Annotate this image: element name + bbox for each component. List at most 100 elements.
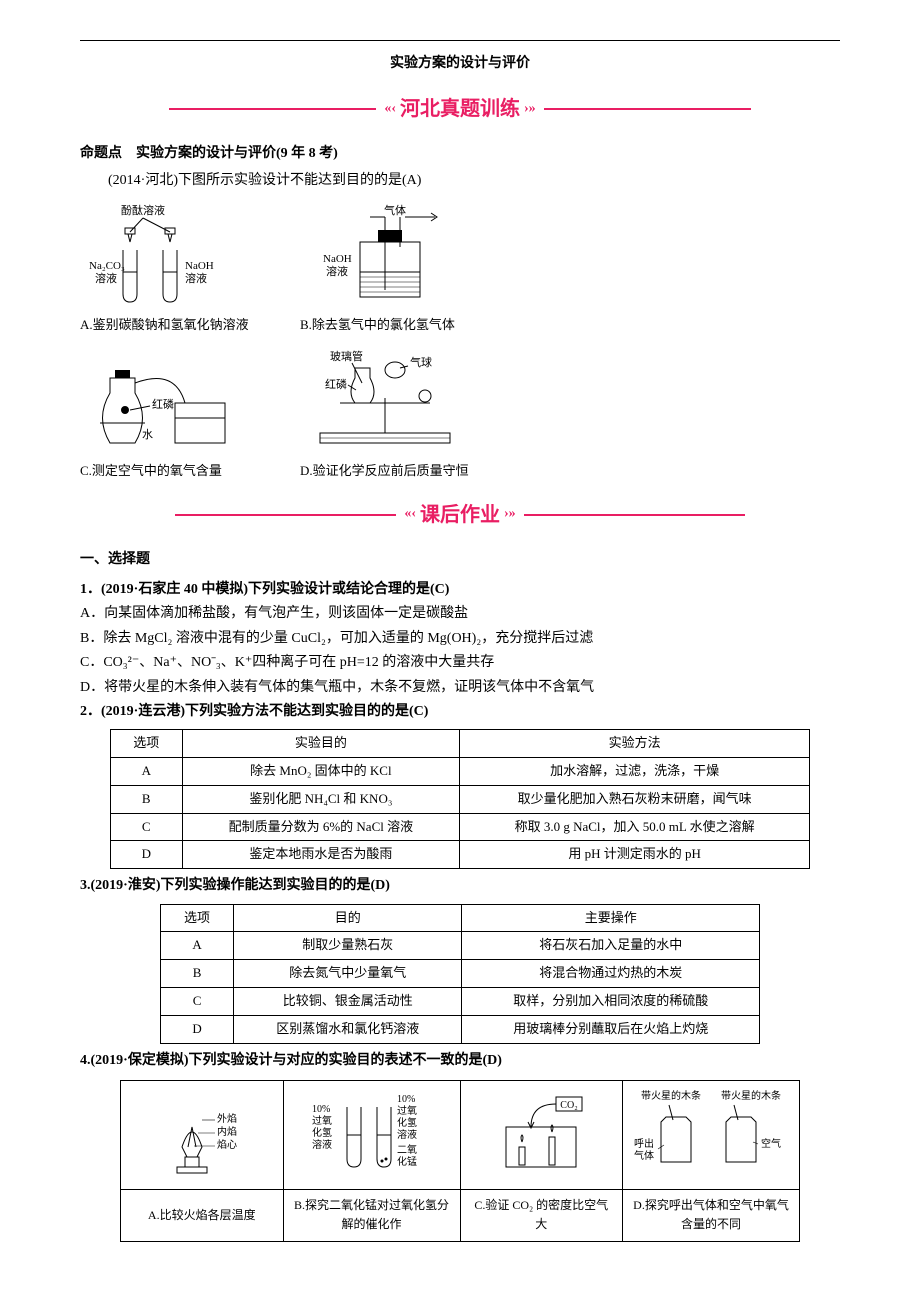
q4A-l3: 焰心 bbox=[217, 1138, 237, 1151]
q2-r0c2: 加水溶解，过滤，洗涤，干燥 bbox=[460, 758, 810, 786]
label-water-c: 水 bbox=[142, 428, 153, 441]
option-D-label: D.验证化学反应前后质量守恒 bbox=[300, 462, 470, 480]
q4-cellA: A.比较火焰各层温度 bbox=[121, 1190, 284, 1241]
q2-stem-text: 2．(2019·连云港)下列实验方法不能达到实验目的的是(C) bbox=[80, 704, 428, 719]
q1-D: D．将带火星的木条伸入装有气体的集气瓶中，木条不复燃，证明该气体中不含氧气 bbox=[80, 677, 840, 699]
q3-r0c1: 制取少量熟石灰 bbox=[234, 932, 462, 960]
q2-r2c0: C bbox=[111, 813, 183, 841]
option-C-letter: C. bbox=[80, 463, 92, 478]
q4B-l4a: 过氧 bbox=[397, 1104, 417, 1117]
q4B-l5b: 化锰 bbox=[397, 1155, 417, 1168]
q3-r0c0: A bbox=[161, 932, 234, 960]
q2-r1c0: B bbox=[111, 785, 183, 813]
q4-imgD: 带火星的木条 带火星的木条 呼出 气体 空气 bbox=[623, 1081, 800, 1190]
q1-A: A．向某固体滴加稀盐酸，有气泡产生，则该固体一定是碳酸盐 bbox=[80, 603, 840, 625]
q4B-l3: 10% bbox=[397, 1094, 415, 1105]
banner-arrow-right-icon: ›» bbox=[524, 98, 536, 120]
banner-line-left bbox=[80, 108, 376, 110]
banner-line-right bbox=[544, 108, 840, 110]
diagram-A-svg: 酚酞溶液 Na₂CO₃ 溶液 NaOH 溶液 bbox=[85, 202, 245, 312]
q2-r3c0: D bbox=[111, 841, 183, 869]
q2-h2: 实验方法 bbox=[460, 730, 810, 758]
diagram-C-svg: 红磷 水 bbox=[80, 348, 250, 458]
table-row: B 鉴别化肥 NH₄Cl 和 KNO₃ 取少量化肥加入熟石灰粉末研磨，闻气味 bbox=[111, 785, 810, 813]
q3-r1c2: 将混合物通过灼热的木炭 bbox=[462, 960, 760, 988]
q4B-l5a: 二氧 bbox=[397, 1143, 417, 1156]
q4B-l4c: 溶液 bbox=[397, 1128, 417, 1141]
q4-svg-B: 10% 过氧 化氢 溶液 10% 过氧 化氢 溶液 二氧 化锰 bbox=[292, 1087, 452, 1177]
diagram-D-svg: 玻璃管 气球 红磷 bbox=[300, 348, 470, 458]
q-hebei-stem: (2014·河北)下图所示实验设计不能达到目的的是(A) bbox=[80, 170, 840, 192]
label-gas: 气体 bbox=[384, 203, 406, 217]
q2-h1: 实验目的 bbox=[182, 730, 460, 758]
q2-table: 选项 实验目的 实验方法 A 除去 MnO₂ 固体中的 KCl 加水溶解，过滤，… bbox=[110, 729, 810, 869]
option-C: 红磷 水 C.测定空气中的氧气含量 bbox=[80, 348, 250, 480]
option-D-text: 验证化学反应前后质量守恒 bbox=[313, 463, 469, 478]
q4A-l1: 外焰 bbox=[217, 1112, 237, 1125]
banner-text-label: 河北真题训练 bbox=[400, 93, 520, 125]
option-B-text: 除去氢气中的氯化氢气体 bbox=[312, 317, 455, 332]
banner2-line-right bbox=[524, 514, 840, 516]
q2-r3c2: 用 pH 计测定雨水的 pH bbox=[460, 841, 810, 869]
q3-stem: 3.(2019·淮安)下列实验操作能达到实验目的的是(D) bbox=[80, 875, 840, 897]
q4-cellC: C.验证 CO₂ 的密度比空气大 bbox=[460, 1190, 623, 1241]
diagram-B: 气体 NaOH 溶液 bbox=[300, 202, 470, 312]
q1-B: B．除去 MgCl₂ 溶液中混有的少量 CuCl₂，可加入适量的 Mg(OH)₂… bbox=[80, 628, 840, 650]
q3-stem-text: 3.(2019·淮安)下列实验操作能达到实验目的的是(D) bbox=[80, 878, 390, 893]
q3-r2c2: 取样，分别加入相同浓度的稀硫酸 bbox=[462, 988, 760, 1016]
section1-heading: 一、选择题 bbox=[80, 549, 840, 571]
table-row: 选项 实验目的 实验方法 bbox=[111, 730, 810, 758]
label-glass-tube: 玻璃管 bbox=[330, 349, 363, 363]
q3-h0: 选项 bbox=[161, 904, 234, 932]
label-solution-r: 溶液 bbox=[185, 271, 207, 285]
q3-h2: 主要操作 bbox=[462, 904, 760, 932]
banner-text-1: «‹ 河北真题训练 ›» bbox=[384, 93, 535, 125]
table-row: 选项 目的 主要操作 bbox=[161, 904, 760, 932]
banner-arrow-left-icon: «‹ bbox=[384, 98, 396, 120]
banner2-text-label: 课后作业 bbox=[420, 499, 500, 531]
q2-h0: 选项 bbox=[111, 730, 183, 758]
label-red-p: 红磷 bbox=[152, 398, 174, 411]
q2-r3c1: 鉴定本地雨水是否为酸雨 bbox=[182, 841, 460, 869]
q4A-l2: 内焰 bbox=[217, 1125, 237, 1138]
q3-r0c2: 将石灰石加入足量的水中 bbox=[462, 932, 760, 960]
diagram-A: 酚酞溶液 Na₂CO₃ 溶液 NaOH 溶液 bbox=[80, 202, 250, 312]
q4D-l4: 空气 bbox=[761, 1137, 781, 1150]
q3-r2c1: 比较铜、银金属活动性 bbox=[234, 988, 462, 1016]
q4-cellD: D.探究呼出气体和空气中氧气含量的不同 bbox=[623, 1190, 800, 1241]
q1-stem-text: 1．(2019·石家庄 40 中模拟)下列实验设计或结论合理的是(C) bbox=[80, 582, 449, 597]
q3-table: 选项 目的 主要操作 A 制取少量熟石灰 将石灰石加入足量的水中 B 除去氮气中… bbox=[160, 904, 760, 1044]
q3-r2c0: C bbox=[161, 988, 234, 1016]
label-naoh: NaOH bbox=[185, 260, 214, 272]
label-solution-b: 溶液 bbox=[326, 264, 348, 278]
q4-stem: 4.(2019·保定模拟)下列实验设计与对应的实验目的表述不一致的是(D) bbox=[80, 1050, 840, 1072]
banner-hebei: «‹ 河北真题训练 ›» bbox=[80, 93, 840, 125]
label-balloon: 气球 bbox=[410, 355, 432, 369]
q3-r1c0: B bbox=[161, 960, 234, 988]
page-title: 实验方案的设计与评价 bbox=[80, 53, 840, 75]
table-row: 外焰 内焰 焰心 10% 过氧 化氢 溶液 10% 过氧 化氢 bbox=[121, 1081, 800, 1190]
q2-r2c1: 配制质量分数为 6%的 NaCl 溶液 bbox=[182, 813, 460, 841]
diagram-row-1: 酚酞溶液 Na₂CO₃ 溶液 NaOH 溶液 bbox=[80, 202, 840, 334]
table-row: A 制取少量熟石灰 将石灰石加入足量的水中 bbox=[161, 932, 760, 960]
table-row: C 比较铜、银金属活动性 取样，分别加入相同浓度的稀硫酸 bbox=[161, 988, 760, 1016]
q3-r3c0: D bbox=[161, 1015, 234, 1043]
banner2-line-left bbox=[80, 514, 396, 516]
table-row: D 区别蒸馏水和氯化钙溶液 用玻璃棒分别蘸取后在火焰上灼烧 bbox=[161, 1015, 760, 1043]
q2-r0c1: 除去 MnO₂ 固体中的 KCl bbox=[182, 758, 460, 786]
table-row: A.比较火焰各层温度 B.探究二氧化锰对过氧化氢分解的催化作 C.验证 CO₂ … bbox=[121, 1190, 800, 1241]
q4-imgB: 10% 过氧 化氢 溶液 10% 过氧 化氢 溶液 二氧 化锰 bbox=[283, 1081, 460, 1190]
q3-r3c1: 区别蒸馏水和氯化钙溶液 bbox=[234, 1015, 462, 1043]
option-A-letter: A. bbox=[80, 317, 93, 332]
label-naoh-b: NaOH bbox=[323, 253, 352, 265]
q3-h1: 目的 bbox=[234, 904, 462, 932]
diagram-B-svg: 气体 NaOH 溶液 bbox=[305, 202, 465, 312]
q4-svg-C: CO₂ bbox=[471, 1087, 611, 1177]
q2-r1c1: 鉴别化肥 NH₄Cl 和 KNO₃ bbox=[182, 785, 460, 813]
q4-table: 外焰 内焰 焰心 10% 过氧 化氢 溶液 10% 过氧 化氢 bbox=[120, 1080, 800, 1242]
banner-homework: «‹ 课后作业 ›» bbox=[80, 499, 840, 531]
q4-stem-text: 4.(2019·保定模拟)下列实验设计与对应的实验目的表述不一致的是(D) bbox=[80, 1053, 502, 1068]
banner-text-2: «‹ 课后作业 ›» bbox=[404, 499, 515, 531]
q2-r2c2: 称取 3.0 g NaCl，加入 50.0 mL 水使之溶解 bbox=[460, 813, 810, 841]
q4D-l3a: 呼出 bbox=[634, 1137, 654, 1150]
